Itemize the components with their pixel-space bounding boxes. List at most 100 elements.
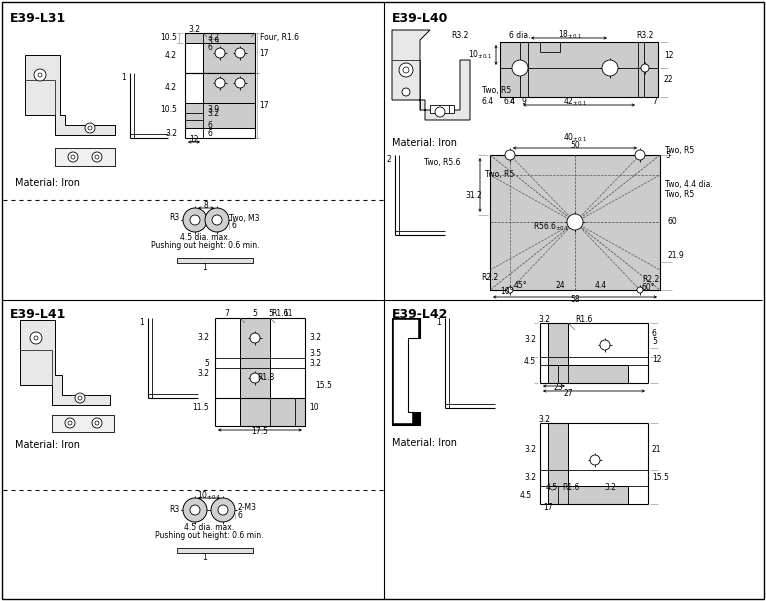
- Text: Four, R1.6: Four, R1.6: [260, 33, 299, 42]
- Circle shape: [215, 78, 225, 88]
- Circle shape: [68, 421, 72, 425]
- Text: 3.2: 3.2: [524, 474, 536, 483]
- Circle shape: [505, 150, 515, 160]
- Text: E39-L31: E39-L31: [10, 12, 66, 25]
- Bar: [203, 43, 255, 73]
- Text: 1: 1: [139, 318, 144, 327]
- Text: Two, R5: Two, R5: [665, 191, 694, 200]
- Text: 4: 4: [510, 97, 515, 106]
- Text: 5: 5: [204, 359, 209, 367]
- Text: 6: 6: [652, 329, 657, 338]
- Text: R3.2: R3.2: [451, 31, 469, 40]
- Text: Two, R5: Two, R5: [485, 171, 514, 180]
- Bar: [548, 486, 628, 504]
- Circle shape: [68, 152, 78, 162]
- Text: 1: 1: [437, 318, 441, 327]
- Text: 3.2: 3.2: [604, 483, 616, 492]
- Text: 6: 6: [207, 129, 212, 138]
- Circle shape: [183, 498, 207, 522]
- Circle shape: [212, 215, 222, 225]
- Text: 24: 24: [555, 281, 565, 290]
- Text: 4.5 dia. max.: 4.5 dia. max.: [180, 234, 230, 242]
- Text: E39-L41: E39-L41: [10, 308, 67, 321]
- Circle shape: [34, 336, 38, 340]
- Text: 7: 7: [224, 310, 230, 319]
- Circle shape: [215, 48, 225, 58]
- Text: 1: 1: [203, 263, 208, 272]
- Circle shape: [512, 60, 528, 76]
- Text: 3.2: 3.2: [197, 368, 209, 377]
- Bar: [430, 105, 450, 113]
- Circle shape: [65, 418, 75, 428]
- Text: R3: R3: [169, 213, 179, 222]
- Circle shape: [34, 69, 46, 81]
- Bar: [177, 548, 253, 553]
- Text: R1.6: R1.6: [562, 483, 579, 492]
- Circle shape: [205, 208, 229, 232]
- Text: 10.5: 10.5: [160, 34, 177, 43]
- Bar: [177, 258, 253, 263]
- Text: Two, M3: Two, M3: [229, 213, 260, 222]
- Text: 60: 60: [668, 218, 678, 227]
- Bar: [185, 33, 255, 43]
- Text: 27: 27: [563, 388, 573, 397]
- Bar: [185, 103, 255, 128]
- Text: 21: 21: [652, 445, 662, 454]
- Text: 12: 12: [652, 356, 662, 364]
- Circle shape: [635, 150, 645, 160]
- Text: 3.2: 3.2: [538, 314, 550, 323]
- Text: Material: Iron: Material: Iron: [392, 438, 457, 448]
- Circle shape: [399, 63, 413, 77]
- Text: 6.4: 6.4: [504, 97, 516, 106]
- Bar: [240, 318, 270, 398]
- Text: 22: 22: [664, 76, 673, 85]
- Bar: [55, 148, 115, 166]
- Text: Two, R5.6: Two, R5.6: [424, 159, 460, 168]
- Polygon shape: [20, 320, 110, 405]
- Circle shape: [92, 152, 102, 162]
- Circle shape: [85, 123, 95, 133]
- Text: 4.5 dia. max.: 4.5 dia. max.: [184, 523, 234, 532]
- Text: R2.2: R2.2: [481, 273, 498, 282]
- Text: 3.2: 3.2: [188, 25, 200, 34]
- Text: 6: 6: [231, 222, 236, 231]
- Circle shape: [218, 505, 228, 515]
- Circle shape: [641, 64, 649, 72]
- Circle shape: [95, 421, 99, 425]
- Text: 3.2: 3.2: [538, 415, 550, 424]
- Text: 17: 17: [259, 49, 269, 58]
- Bar: [449, 105, 454, 113]
- Text: Material: Iron: Material: Iron: [392, 138, 457, 148]
- Circle shape: [190, 215, 200, 225]
- Text: 1: 1: [121, 73, 126, 82]
- Text: 3.2: 3.2: [207, 109, 219, 118]
- Circle shape: [235, 48, 245, 58]
- Text: Two, 4.4 dia.: Two, 4.4 dia.: [665, 180, 712, 189]
- Bar: [52, 415, 114, 432]
- Text: 4.2: 4.2: [165, 50, 177, 59]
- Bar: [203, 33, 255, 43]
- Text: 60°: 60°: [642, 284, 656, 293]
- Text: E39-L42: E39-L42: [392, 308, 448, 321]
- Circle shape: [250, 333, 260, 343]
- Text: R56.6$_{\pm0.1}$: R56.6$_{\pm0.1}$: [533, 221, 570, 233]
- Text: 40$_{\pm0.1}$: 40$_{\pm0.1}$: [563, 132, 587, 144]
- Text: 4.5: 4.5: [520, 490, 532, 499]
- Text: 17: 17: [543, 504, 553, 513]
- Bar: [203, 73, 255, 128]
- Text: 10.5: 10.5: [160, 106, 177, 115]
- Text: R3: R3: [169, 505, 179, 514]
- Circle shape: [75, 393, 85, 403]
- Text: 8: 8: [204, 201, 208, 210]
- Text: E39-L40: E39-L40: [392, 12, 448, 25]
- Text: Material: Iron: Material: Iron: [15, 440, 80, 450]
- Circle shape: [402, 88, 410, 96]
- Text: 6 dia.: 6 dia.: [509, 31, 531, 40]
- Text: R3.2: R3.2: [637, 31, 653, 40]
- Text: 3.2: 3.2: [524, 445, 536, 454]
- Text: R2.2: R2.2: [642, 275, 660, 284]
- Text: 58: 58: [570, 296, 580, 305]
- Text: 11.5: 11.5: [192, 403, 209, 412]
- Text: 42$_{\pm0.1}$: 42$_{\pm0.1}$: [563, 96, 587, 108]
- Text: Material: Iron: Material: Iron: [15, 178, 80, 188]
